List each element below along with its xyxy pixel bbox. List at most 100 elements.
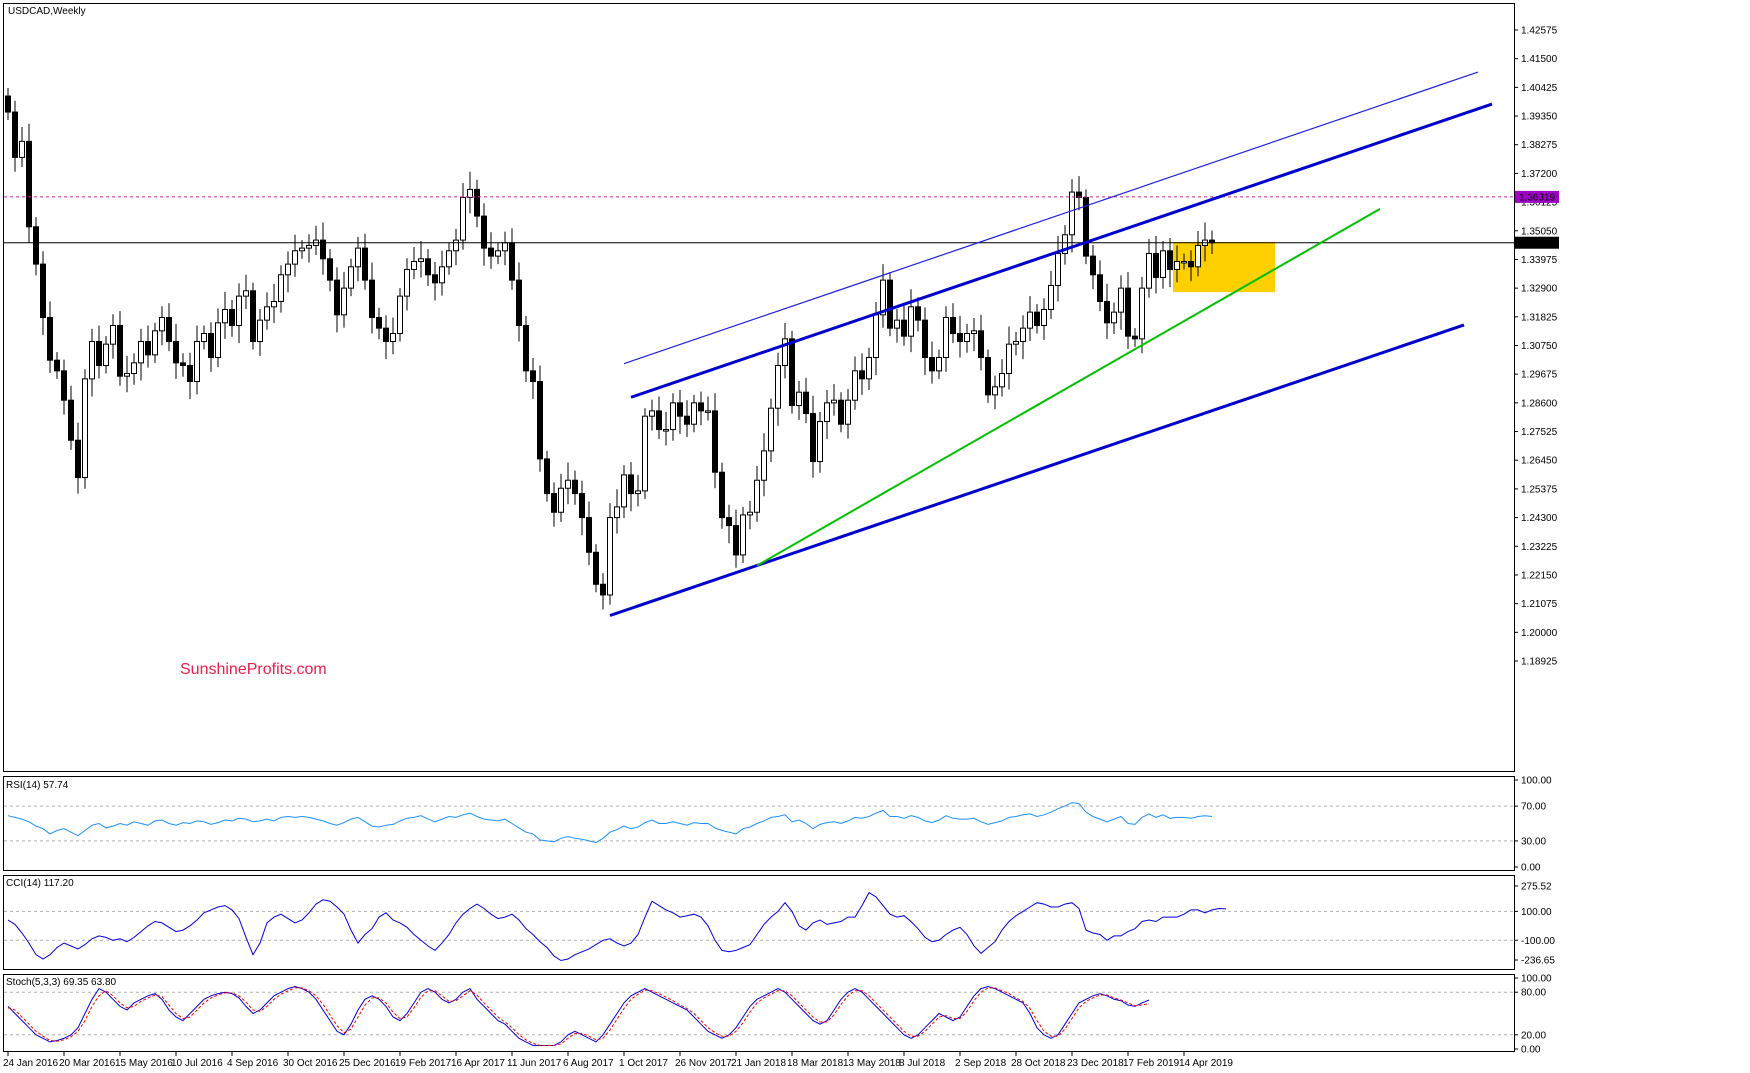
price-tick-label: 1.27525 [1521,427,1558,438]
candle-body [5,95,11,113]
candle-body [215,322,221,359]
candle-body [54,359,60,372]
candle-body [306,244,312,249]
rsi-panel-frame [3,776,1515,871]
candle-body [355,247,361,268]
candle-body [131,362,137,375]
candle-body [964,332,970,342]
price-tick-label: 1.25375 [1521,484,1558,495]
date-tick-label: 24 Jan 2016 [3,1058,58,1069]
candle-body [229,308,235,326]
channel-bottom-trendline [609,323,1465,617]
candle-body [404,268,410,297]
candle-body [950,316,956,334]
candle-body [460,196,466,241]
candle-body [334,279,340,316]
candle-body [740,514,746,556]
osc-tick-label: 275.52 [1521,882,1552,893]
candle-body [173,340,179,364]
cci-axis: 275.52 100.00 -100.00 -236.65 [1514,882,1555,967]
candle-body [250,290,256,342]
rsi-line [7,802,1213,844]
candle-body [859,370,865,380]
osc-tick-label: 30.00 [1521,836,1546,847]
candle-body [831,399,837,404]
candle-body [75,439,81,479]
candle-body [96,340,102,367]
date-tick-label: 21 Jan 2018 [731,1058,786,1069]
candle-body [1146,252,1152,289]
price-tick-label: 1.40425 [1521,83,1558,94]
candle-body [439,266,445,284]
price-tick-label: 1.24300 [1521,513,1558,524]
outer-trendline [623,71,1479,365]
candle-body [1020,327,1026,342]
osc-tick-label: -100.00 [1521,936,1555,947]
candle-body [775,365,781,409]
candle-body [1181,260,1187,264]
cci-line [7,891,1227,962]
candle-body [1111,311,1117,324]
osc-tick-label: -236.65 [1521,956,1555,967]
candle-body [523,324,529,372]
price-tick-label: 1.30750 [1521,341,1558,352]
candle-body [558,487,564,513]
candle-body [719,471,725,519]
candle-body [649,410,655,417]
candle-body [1048,284,1054,310]
chart-title: USDCAD,Weekly [8,6,86,17]
candle-body [1153,252,1159,278]
candle-body [586,517,592,553]
candle-body [572,479,578,495]
price-tick-label: 1.42575 [1521,26,1558,37]
price-tick-label: 1.39350 [1521,112,1558,123]
candle-body [887,279,893,329]
cci-panel-frame [3,875,1515,970]
candle-body [1167,250,1173,270]
candle-body [866,357,872,380]
candle-body [292,250,298,265]
candle-body [600,583,606,596]
channel-top-trendline [630,102,1493,399]
candle-body [208,332,214,359]
candle-body [488,247,494,257]
candle-body [12,111,18,158]
price-tick-label: 1.31825 [1521,312,1558,323]
candle-body [621,474,627,508]
candle-body [663,429,669,432]
candle-body [628,474,634,495]
candle-body [929,357,935,372]
candle-body [159,316,165,332]
candle-body [68,399,74,441]
price-tick-label: 1.35050 [1521,226,1558,237]
marked-level-tag-label: 1.36319 [1519,192,1556,203]
candle-body [607,517,613,596]
osc-tick-label: 100.00 [1521,974,1552,985]
candle-body [656,410,662,431]
candle-body [397,295,403,334]
date-tick-label: 30 Oct 2016 [283,1058,338,1069]
price-tick-label: 1.23225 [1521,542,1558,553]
date-tick-label: 10 Jul 2016 [171,1058,223,1069]
osc-tick-label: 100.00 [1521,907,1552,918]
candle-body [670,402,676,431]
osc-tick-label: 100.00 [1521,776,1552,787]
candle-body [89,340,95,380]
cci-panel: CCI(14) 117.20 [3,875,1515,970]
date-tick-label: 15 May 2016 [115,1058,173,1069]
stoch-axis: 100.00 80.00 20.00 0.00 [1514,974,1552,1056]
osc-tick-label: 0.00 [1521,1045,1541,1056]
cci-label: CCI(14) 117.20 [6,878,74,889]
date-tick-label: 14 Apr 2019 [1179,1058,1233,1069]
candle-body [684,415,690,425]
candle-body [579,493,585,519]
candle-body [33,226,39,265]
price-tick-label: 1.41500 [1521,54,1558,65]
candle-body [999,373,1005,388]
date-tick-label: 6 Aug 2017 [563,1058,614,1069]
date-tick-label: 8 Jul 2018 [899,1058,946,1069]
candle-body [1160,250,1166,278]
date-tick-label: 23 Dec 2018 [1067,1058,1124,1069]
candle-body [761,450,767,481]
